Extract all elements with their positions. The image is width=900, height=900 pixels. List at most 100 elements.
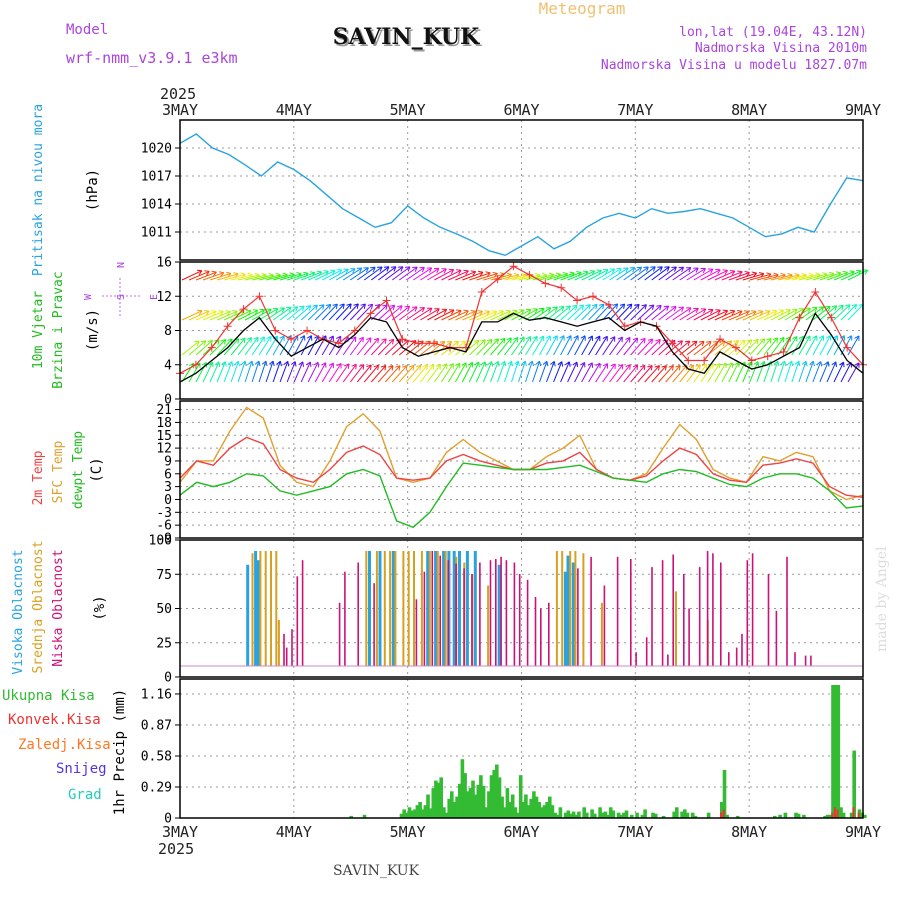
wind-arrow <box>364 338 378 355</box>
precip-bar <box>635 813 639 818</box>
top-date-label: 9MAY <box>845 101 881 119</box>
meteogram-svg: Model wrf-nmm_v3.9.1 e3km SAVIN_KUK SAVI… <box>0 0 900 900</box>
wind-panel: 1612840 10m Vjetar Brzina i Pravac (m/s)… <box>31 256 868 408</box>
cloud-bar <box>368 551 371 666</box>
wind-y-ticks: 1612840 <box>156 256 180 408</box>
y-tick-label: 1011 <box>141 226 172 241</box>
top-date-label: 4MAY <box>276 101 312 119</box>
wind-arrow <box>540 336 551 355</box>
gust-marker <box>827 314 835 322</box>
cloud-bar <box>519 574 521 666</box>
cloud-bar <box>339 603 341 666</box>
y-tick-label: 1017 <box>141 170 172 185</box>
cloud-bar <box>786 557 788 666</box>
y-tick-label: 0.58 <box>141 749 172 764</box>
cloud-bar <box>357 563 359 667</box>
lonlat-label: lon,lat (19.04E, 43.12N) <box>679 25 867 40</box>
cloud-bar <box>768 574 770 666</box>
cloud-bar <box>283 634 285 666</box>
dewpt-legend: dewpt Temp <box>71 431 86 509</box>
temperature-y-ticks: 211815129630-3-6-9 <box>156 403 180 546</box>
precip-bar <box>842 813 846 818</box>
gust-marker <box>589 292 597 300</box>
wind-arrow <box>357 365 371 382</box>
pressure-line <box>180 134 863 255</box>
cloud-bar <box>426 551 429 666</box>
cloud-bar <box>651 567 653 666</box>
wind-arrow <box>526 336 538 355</box>
cloud-bar <box>275 551 277 666</box>
cloud-bar <box>561 551 563 666</box>
compass-west: W <box>83 293 94 300</box>
gust-marker <box>795 314 803 322</box>
cloud-bar <box>447 560 449 666</box>
cloud-bar <box>297 576 299 666</box>
cloud-bar <box>590 557 592 666</box>
cloud-bar <box>675 591 677 666</box>
wind-arrow <box>301 362 310 382</box>
cloud-bar <box>662 560 664 666</box>
wind-arrow <box>217 339 232 355</box>
cloud-bar <box>574 551 576 666</box>
cloud-bar <box>437 551 439 666</box>
precip-bar <box>707 813 711 818</box>
precip-bar <box>643 809 647 818</box>
cloud-bar <box>752 553 754 666</box>
cloud-bar <box>699 567 701 666</box>
temperature-panel: 211815129630-3-6-9 2m Temp SFC Temp dewp… <box>31 401 863 547</box>
cloud-bar <box>455 564 457 666</box>
cloud-bar <box>794 652 796 666</box>
cloud-bar <box>416 599 418 666</box>
cloud-bar <box>577 568 579 666</box>
precip-bar <box>837 809 839 818</box>
wind-direction-arrows <box>182 267 868 382</box>
watermark: made by Angel <box>874 546 890 652</box>
cloud-bar <box>747 560 749 666</box>
precip-bar <box>834 807 836 818</box>
legend-conv-precip: Konvek.Kisa <box>8 712 101 728</box>
y-tick-label: 1014 <box>141 198 172 213</box>
cloud-bar <box>688 609 690 667</box>
cloud-bar <box>712 553 714 666</box>
precip-bar <box>577 812 581 818</box>
legend-snow: Snijeg <box>56 761 107 777</box>
cloud-panel: 1007550250 Visoka Oblacnost Srednja Obla… <box>11 534 863 686</box>
bottom-year-label: 2025 <box>158 840 194 858</box>
cloud-bar <box>458 551 461 666</box>
wind-arrow <box>519 337 531 355</box>
cloud-bar <box>463 568 465 666</box>
cloud-bar <box>556 551 558 666</box>
cloud-bar <box>376 551 378 666</box>
cloud-bar <box>810 656 812 666</box>
high-cloud-legend: Visoka Oblacnost <box>11 549 26 674</box>
pressure-grid <box>180 120 863 260</box>
cloud-bar <box>286 648 288 666</box>
cloud-bar <box>254 551 257 666</box>
pressure-panel: 1020101710141011 Pritisak na nivou mora … <box>31 104 863 276</box>
wind-arrow <box>357 338 371 355</box>
model-name: wrf-nmm_v3.9.1 e3km <box>66 49 238 67</box>
cloud-bar <box>736 648 738 666</box>
cloud-bar <box>728 652 730 666</box>
cloud-bar <box>408 551 410 666</box>
wind-gust-line <box>180 266 863 373</box>
pressure-title: Pritisak na nivou mora <box>31 104 46 276</box>
cloud-bar <box>402 551 404 666</box>
wind-arrow <box>603 364 616 382</box>
wind-compass: N S W E <box>83 262 160 316</box>
precip-bar <box>559 807 563 818</box>
cloud-bar <box>720 563 722 667</box>
precip-bar <box>723 809 725 818</box>
gust-marker <box>271 327 279 335</box>
mid-cloud-legend: Srednja Oblacnost <box>31 540 46 673</box>
precip-bar <box>858 813 860 818</box>
cloud-bar <box>498 565 501 666</box>
legend-hail: Grad <box>68 787 102 803</box>
cloud-unit: (%) <box>92 595 108 620</box>
cloud-bar <box>500 557 502 666</box>
cloud-bar <box>601 603 603 666</box>
meteogram-label: Meteogram <box>539 0 626 18</box>
wind-arrow <box>483 339 498 355</box>
y-tick-label: 1.16 <box>141 687 172 702</box>
compass-east: E <box>149 294 160 300</box>
